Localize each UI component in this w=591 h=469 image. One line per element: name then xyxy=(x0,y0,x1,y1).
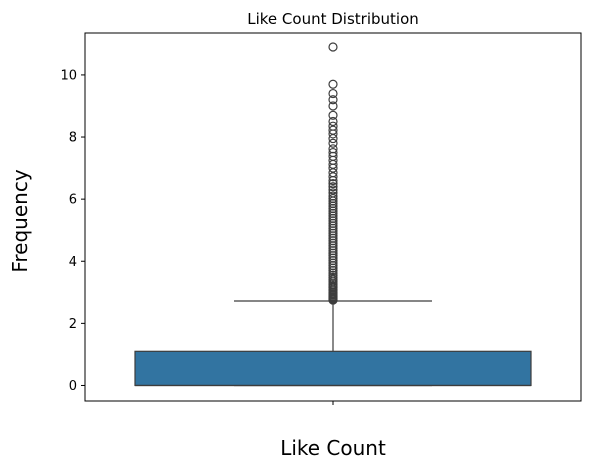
outlier-point xyxy=(328,179,338,189)
outlier-point xyxy=(328,191,338,201)
outlier-point xyxy=(328,133,338,144)
outlier-point xyxy=(328,193,338,204)
outliers xyxy=(328,42,338,305)
outlier-point xyxy=(328,182,338,192)
x-axis-label: Like Count xyxy=(280,436,386,460)
y-tick-label: 0 xyxy=(69,379,77,394)
outlier-point xyxy=(328,101,338,111)
y-tick-label: 2 xyxy=(69,317,77,332)
outlier-point xyxy=(328,172,338,182)
y-axis-label: Frequency xyxy=(8,169,32,272)
outlier-point xyxy=(328,125,338,135)
outlier-point xyxy=(328,147,338,158)
y-tick-label: 6 xyxy=(69,193,77,208)
outlier-point xyxy=(328,185,338,195)
outlier-point xyxy=(328,79,338,89)
outlier-point xyxy=(328,88,338,99)
outlier-point xyxy=(328,42,338,52)
y-tick-label: 8 xyxy=(69,131,77,146)
chart-title: Like Count Distribution xyxy=(247,10,419,28)
outlier-point xyxy=(328,121,338,131)
outlier-point xyxy=(328,138,338,148)
iqr-box xyxy=(134,350,532,387)
outlier-point xyxy=(328,110,338,120)
y-tick-label: 10 xyxy=(60,68,77,83)
y-axis-ticks: 0 2 4 6 8 10 xyxy=(60,68,85,394)
box-element xyxy=(134,300,532,387)
outlier-point xyxy=(328,144,338,154)
outlier-point xyxy=(328,116,338,127)
outlier-point xyxy=(328,95,338,105)
y-tick-label: 4 xyxy=(69,255,77,270)
outlier-point xyxy=(328,188,338,198)
